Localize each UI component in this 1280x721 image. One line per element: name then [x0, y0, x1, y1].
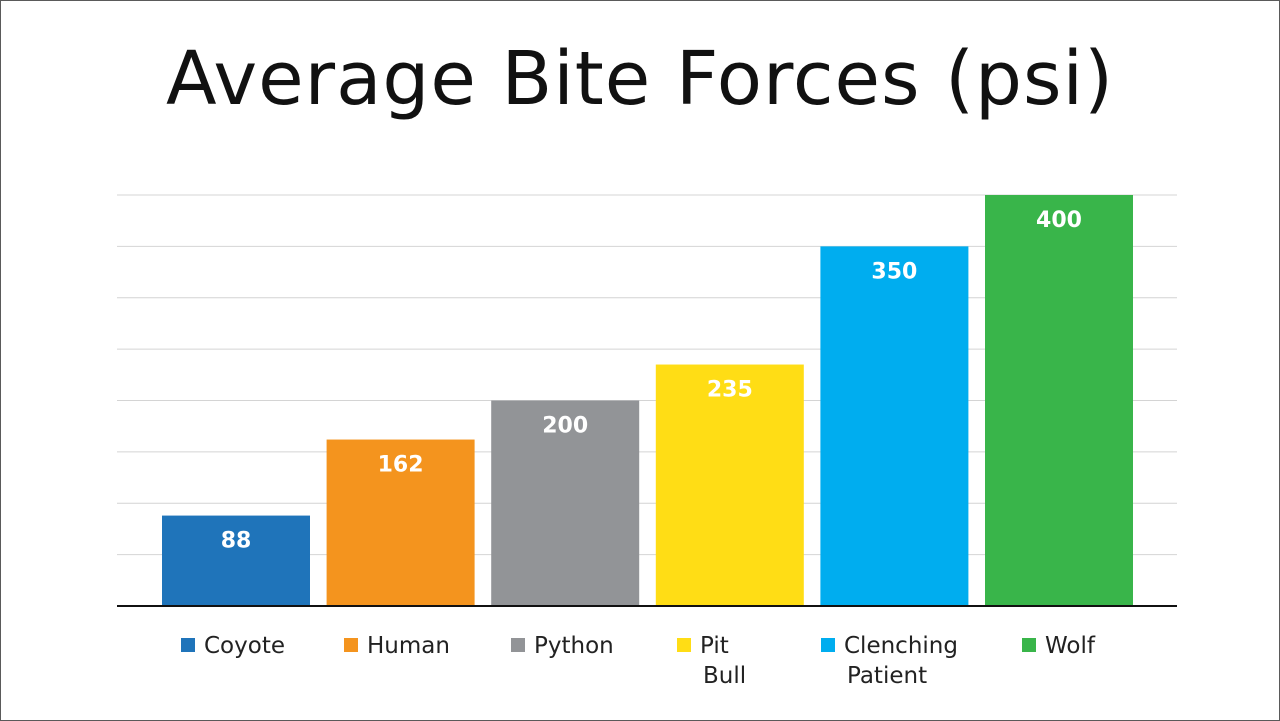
- legend-label: Clenching Patient: [844, 633, 958, 689]
- bar-value-label: 88: [221, 529, 252, 554]
- legend-swatch: [821, 638, 835, 652]
- bar-value-label: 162: [378, 453, 424, 478]
- bar-value-label: 400: [1036, 208, 1082, 233]
- legend-swatch: [511, 638, 525, 652]
- bar-python: [491, 400, 640, 606]
- bar-clenching-patient: [820, 246, 969, 606]
- legend-swatch: [1022, 638, 1036, 652]
- bar-coyote: [162, 515, 310, 606]
- chart-title: Average Bite Forces (psi): [166, 36, 1114, 122]
- legend-label: Coyote: [204, 633, 285, 659]
- bar-value-label: 200: [542, 414, 588, 439]
- legend-swatch: [677, 638, 691, 652]
- bar-value-label: 350: [871, 259, 917, 284]
- bar-wolf: [985, 195, 1133, 606]
- legend-label: Pit Bull: [700, 633, 746, 689]
- legend-swatch: [344, 638, 358, 652]
- legend-label: Wolf: [1045, 633, 1096, 659]
- legend-label: Human: [367, 633, 450, 659]
- legend-swatch: [181, 638, 195, 652]
- bar-value-label: 235: [707, 378, 753, 403]
- legend-label: Python: [534, 633, 614, 659]
- bar-pit-bull: [655, 364, 804, 606]
- bar-human: [326, 439, 475, 606]
